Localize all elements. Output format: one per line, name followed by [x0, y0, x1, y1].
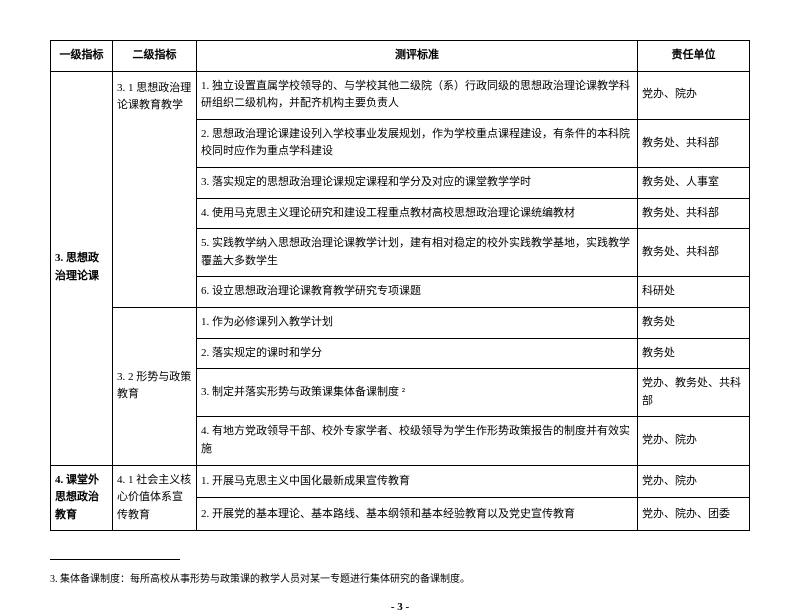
unit-cell: 党办、院办 [638, 71, 750, 119]
criteria-cell: 4. 使用马克思主义理论研究和建设工程重点教材高校思想政治理论课统编教材 [197, 198, 638, 229]
unit-cell: 科研处 [638, 277, 750, 308]
evaluation-table: 一级指标 二级指标 测评标准 责任单位 3. 思想政治理论课 3. 1 思想政治… [50, 40, 750, 531]
unit-cell: 教务处 [638, 338, 750, 369]
criteria-cell: 2. 落实规定的课时和学分 [197, 338, 638, 369]
l2-cell: 4. 1 社会主义核心价值体系宣传教育 [113, 465, 197, 531]
unit-cell: 教务处、共科部 [638, 119, 750, 167]
unit-cell: 党办、院办、团委 [638, 498, 750, 531]
unit-cell: 党办、教务处、共科部 [638, 369, 750, 417]
criteria-cell: 5. 实践教学纳入思想政治理论课教学计划，建有相对稳定的校外实践教学基地，实践教… [197, 229, 638, 277]
criteria-cell: 2. 开展党的基本理论、基本路线、基本纲领和基本经验教育以及党史宣传教育 [197, 498, 638, 531]
criteria-cell: 3. 落实规定的思想政治理论课规定课程和学分及对应的课堂教学学时 [197, 167, 638, 198]
l2-cell: 3. 1 思想政治理论课教育教学 [113, 71, 197, 307]
table-row: 4. 课堂外思想政治教育 4. 1 社会主义核心价值体系宣传教育 1. 开展马克… [51, 465, 750, 498]
unit-cell: 教务处 [638, 307, 750, 338]
criteria-cell: 6. 设立思想政治理论课教育教学研究专项课题 [197, 277, 638, 308]
unit-cell: 教务处、共科部 [638, 198, 750, 229]
l1-cell: 4. 课堂外思想政治教育 [51, 465, 113, 531]
unit-cell: 党办、院办 [638, 465, 750, 498]
l1-cell: 3. 思想政治理论课 [51, 71, 113, 465]
header-criteria: 测评标准 [197, 41, 638, 72]
criteria-cell: 3. 制定并落实形势与政策课集体备课制度 ² [197, 369, 638, 417]
header-row: 一级指标 二级指标 测评标准 责任单位 [51, 41, 750, 72]
header-unit: 责任单位 [638, 41, 750, 72]
criteria-cell: 2. 思想政治理论课建设列入学校事业发展规划，作为学校重点课程建设，有条件的本科… [197, 119, 638, 167]
footnote-text: 3. 集体备课制度：每所高校从事形势与政策课的教学人员对某一专题进行集体研究的备… [50, 570, 750, 585]
table-row: 3. 思想政治理论课 3. 1 思想政治理论课教育教学 1. 独立设置直属学校领… [51, 71, 750, 119]
table-row: 3. 2 形势与政策教育 1. 作为必修课列入教学计划 教务处 [51, 307, 750, 338]
unit-cell: 党办、院办 [638, 417, 750, 465]
footnote-divider [50, 559, 180, 560]
unit-cell: 教务处、人事室 [638, 167, 750, 198]
criteria-cell: 1. 独立设置直属学校领导的、与学校其他二级院（系）行政同级的思想政治理论课教学… [197, 71, 638, 119]
header-level2: 二级指标 [113, 41, 197, 72]
criteria-cell: 1. 开展马克思主义中国化最新成果宣传教育 [197, 465, 638, 498]
criteria-cell: 4. 有地方党政领导干部、校外专家学者、校级领导为学生作形势政策报告的制度并有效… [197, 417, 638, 465]
criteria-cell: 1. 作为必修课列入教学计划 [197, 307, 638, 338]
l2-cell: 3. 2 形势与政策教育 [113, 307, 197, 465]
unit-cell: 教务处、共科部 [638, 229, 750, 277]
header-level1: 一级指标 [51, 41, 113, 72]
page-number: - 3 - [50, 601, 750, 613]
